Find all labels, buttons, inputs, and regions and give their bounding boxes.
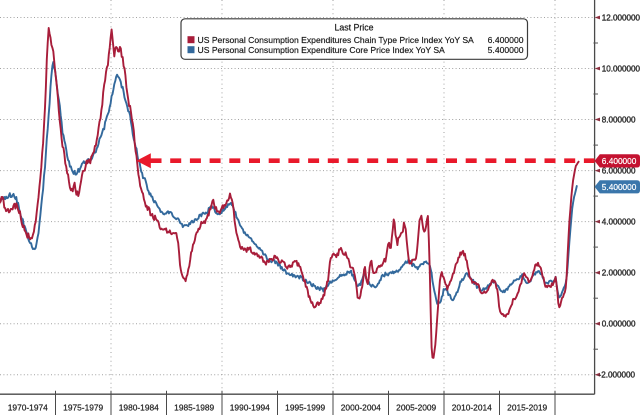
svg-text:6.400000: 6.400000 (602, 156, 637, 166)
svg-text:1975-1979: 1975-1979 (63, 403, 103, 413)
svg-text:2005-2009: 2005-2009 (396, 403, 436, 413)
svg-text:2000-2004: 2000-2004 (341, 403, 381, 413)
svg-text:6.000000: 6.000000 (602, 167, 636, 176)
svg-text:12.000000: 12.000000 (602, 13, 640, 22)
svg-text:1995-1999: 1995-1999 (285, 403, 325, 413)
svg-text:1985-1989: 1985-1989 (174, 403, 214, 413)
svg-text:6.400000: 6.400000 (488, 35, 524, 45)
svg-text:5.400000: 5.400000 (488, 45, 524, 55)
svg-text:1990-1994: 1990-1994 (230, 403, 270, 413)
svg-text:1980-1984: 1980-1984 (119, 403, 159, 413)
svg-text:US Personal Consumption Expend: US Personal Consumption Expenditure Core… (198, 45, 446, 55)
svg-text:1970-1974: 1970-1974 (8, 403, 48, 413)
svg-text:2.000000: 2.000000 (602, 269, 636, 278)
svg-text:US Personal Consumption Expend: US Personal Consumption Expenditures Cha… (198, 35, 475, 45)
svg-text:Last Price: Last Price (334, 23, 373, 33)
svg-text:0.000000: 0.000000 (602, 320, 636, 329)
svg-text:5.400000: 5.400000 (602, 182, 637, 192)
svg-text:2010-2014: 2010-2014 (452, 403, 492, 413)
svg-text:10.000000: 10.000000 (602, 64, 640, 73)
svg-text:-2.000000: -2.000000 (599, 371, 636, 380)
svg-text:8.000000: 8.000000 (602, 115, 636, 124)
svg-text:2015-2019: 2015-2019 (507, 403, 547, 413)
svg-text:4.000000: 4.000000 (602, 218, 636, 227)
